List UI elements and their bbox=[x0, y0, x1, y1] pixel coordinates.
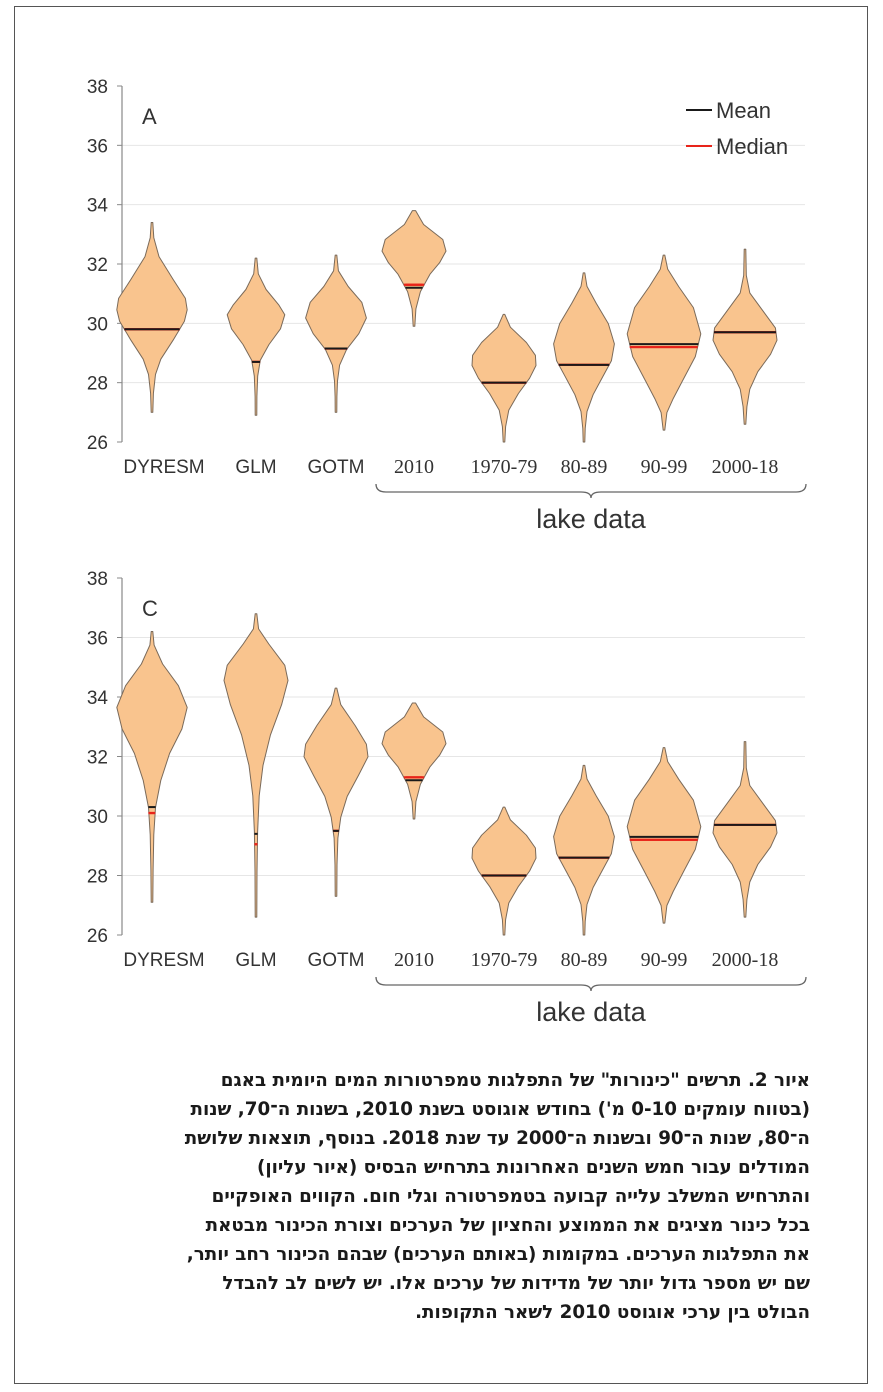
violin-GOTM bbox=[303, 687, 369, 897]
x-tick-label: 90-99 bbox=[641, 456, 688, 478]
group-label: lake data bbox=[536, 997, 647, 1027]
x-tick-label: GOTM bbox=[308, 457, 365, 478]
y-tick-label: 26 bbox=[87, 926, 108, 947]
caption-line: שם יש מספר גדול יותר של מדידות של ערכים … bbox=[222, 1273, 810, 1294]
y-tick-label: 28 bbox=[87, 374, 108, 395]
panel-label: C bbox=[142, 596, 158, 621]
caption-line: (בטווח עומקים 0-10 מ') בחודש אוגוסט בשנת… bbox=[190, 1099, 811, 1120]
y-tick-label: 34 bbox=[87, 688, 109, 709]
x-tick-label: GLM bbox=[235, 950, 276, 971]
violin-2010 bbox=[381, 702, 447, 820]
x-tick-label: 90-99 bbox=[641, 949, 688, 971]
y-tick-label: 36 bbox=[87, 136, 108, 157]
violin-DYRESM bbox=[116, 631, 188, 903]
y-tick-label: 28 bbox=[87, 867, 108, 888]
caption-line: את התפלגות הערכים. במקומות (באותם הערכים… bbox=[186, 1244, 810, 1265]
violin-2010 bbox=[381, 210, 447, 327]
violin-80-89 bbox=[553, 764, 615, 936]
violin-90-99 bbox=[626, 747, 702, 924]
y-tick-label: 30 bbox=[87, 807, 108, 828]
x-tick-label: GOTM bbox=[308, 950, 365, 971]
panel-label: A bbox=[142, 104, 157, 129]
caption-line: הבולט בין ערכי אוגוסט 2010 לשאר התקופות. bbox=[415, 1302, 810, 1323]
x-tick-label: 2000-18 bbox=[712, 456, 779, 478]
violin-GOTM bbox=[305, 254, 367, 413]
x-tick-label: 2000-18 bbox=[712, 949, 779, 971]
caption-line: בכל כינור מציגים את הממוצע והחציון של הע… bbox=[205, 1215, 810, 1236]
legend-median-label: Median bbox=[716, 134, 788, 159]
x-tick-label: GLM bbox=[235, 457, 276, 478]
x-tick-label: 1970-79 bbox=[471, 456, 538, 478]
y-tick-label: 38 bbox=[87, 77, 108, 98]
violin-2000-18 bbox=[712, 741, 778, 918]
violin-chart-a: 26 28 30 32 34 36 38 A DYRESM GLM GOTM 2010 1970-79 8… bbox=[87, 77, 807, 534]
violin-GLM bbox=[223, 613, 289, 918]
x-tick-label: 1970-79 bbox=[471, 949, 538, 971]
violin-90-99 bbox=[626, 254, 702, 431]
caption-line: ה־80, שנות ה־90 ובשנות ה־2000 עד שנת 201… bbox=[184, 1128, 810, 1149]
violin-chart-c: 26 28 30 32 34 36 38 C DYRESM GLM GOTM 2010 1970-79 8… bbox=[87, 569, 807, 1027]
y-tick-label: 34 bbox=[87, 196, 109, 217]
legend-mean-label: Mean bbox=[716, 98, 771, 123]
y-tick-label: 30 bbox=[87, 314, 108, 335]
y-tick-label: 26 bbox=[87, 433, 108, 454]
violin-DYRESM bbox=[116, 221, 188, 413]
x-tick-label: 80-89 bbox=[561, 949, 608, 971]
group-brace bbox=[375, 483, 807, 499]
y-tick-label: 32 bbox=[87, 255, 108, 276]
x-tick-label: DYRESM bbox=[123, 950, 204, 971]
violin-1970-79 bbox=[471, 313, 537, 443]
y-tick-label: 38 bbox=[87, 569, 108, 590]
y-tick-label: 32 bbox=[87, 748, 108, 769]
x-tick-label: 80-89 bbox=[561, 456, 608, 478]
violin-2000-18 bbox=[712, 248, 778, 425]
group-label: lake data bbox=[536, 504, 647, 534]
x-tick-label: 2010 bbox=[394, 949, 434, 971]
caption-line: המודלים עבור חמש השנים האחרונות בתרחיש ה… bbox=[257, 1157, 810, 1178]
caption-line: איור 2. תרשים "כינורות" של התפלגות טמפרט… bbox=[220, 1070, 810, 1091]
x-tick-label: DYRESM bbox=[123, 457, 204, 478]
caption-line: והתרחיש המשלב עלייה קבועה בטמפרטורה וגלי… bbox=[211, 1186, 810, 1207]
violin-GLM bbox=[226, 257, 286, 416]
violin-1970-79 bbox=[471, 806, 537, 936]
x-tick-label: 2010 bbox=[394, 456, 434, 478]
group-brace bbox=[375, 976, 807, 992]
y-tick-label: 36 bbox=[87, 629, 108, 650]
figure-caption: איור 2. תרשים "כינורות" של התפלגות טמפרט… bbox=[80, 1066, 810, 1327]
violin-80-89 bbox=[553, 272, 615, 443]
